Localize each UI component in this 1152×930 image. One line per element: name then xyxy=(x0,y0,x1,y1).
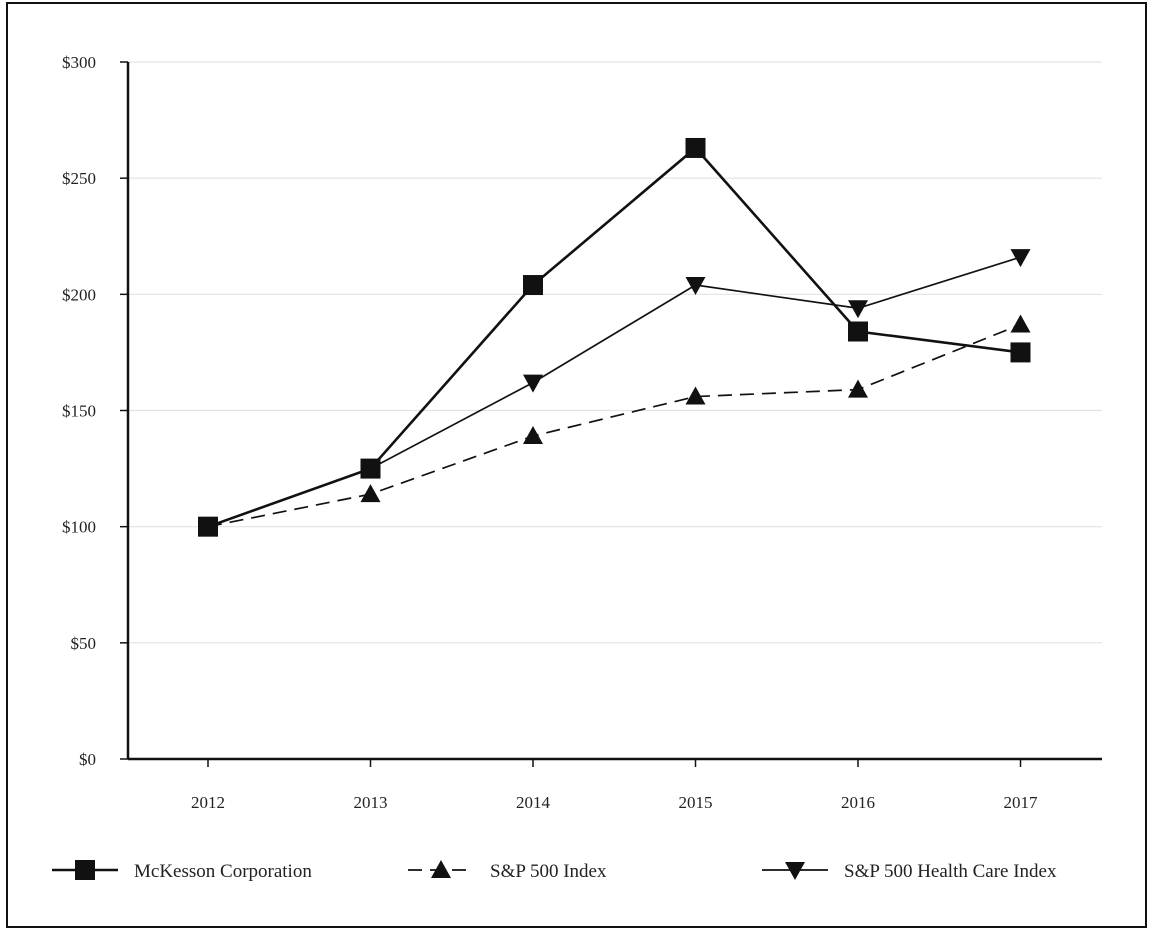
x-tick-label: 2015 xyxy=(679,793,713,812)
x-tick-label: 2013 xyxy=(354,793,388,812)
legend: McKesson Corporation S&P 500 Index S&P 500… xyxy=(52,860,1057,882)
x-tick-label: 2014 xyxy=(516,793,551,812)
x-tick-label: 2012 xyxy=(191,793,225,812)
data-point-series-3 xyxy=(1010,249,1031,268)
x-tick-label: 2016 xyxy=(841,793,875,812)
y-tick-label: $250 xyxy=(62,169,96,188)
y-tick-label: $300 xyxy=(62,53,96,72)
x-tick-label: 2017 xyxy=(1004,793,1039,812)
legend-item: S&P 500 Health Care Index xyxy=(762,861,1057,882)
legend-item: McKesson Corporation xyxy=(52,860,312,882)
data-point-series-1 xyxy=(685,137,706,158)
data-point-series-3 xyxy=(523,374,543,393)
axes: $0 $50 $100 $150 $200 $250 $300 2012 2013 2014 201… xyxy=(62,53,1102,812)
data-point-series-3 xyxy=(848,300,868,319)
y-tick-label: $150 xyxy=(62,402,96,421)
data-point-series-2 xyxy=(848,379,868,398)
data-point-series-2 xyxy=(360,484,381,503)
series-line-1 xyxy=(207,146,1021,528)
chart-frame xyxy=(6,2,1147,928)
data-point-series-1 xyxy=(360,458,381,479)
data-point-series-1 xyxy=(1010,342,1031,363)
legend-marker xyxy=(75,860,95,880)
legend-label: S&P 500 Health Care Index xyxy=(844,861,1057,882)
series-line-3 xyxy=(207,256,1021,528)
series-line-2 xyxy=(207,323,1021,528)
data-point-series-3 xyxy=(685,277,706,296)
data-point-series-2 xyxy=(1010,314,1031,333)
y-tick-label: $100 xyxy=(62,518,96,537)
legend-marker xyxy=(785,862,805,880)
y-tick-label: $200 xyxy=(62,285,96,304)
y-tick-label: $50 xyxy=(71,634,97,653)
y-tick-label: $0 xyxy=(79,750,96,769)
legend-label: S&P 500 Index xyxy=(490,861,607,882)
legend-item: S&P 500 Index xyxy=(408,860,607,882)
legend-marker xyxy=(431,860,451,878)
data-point-series-1 xyxy=(198,516,218,537)
legend-label: McKesson Corporation xyxy=(134,861,312,882)
data-point-series-1 xyxy=(848,321,868,342)
series-lines xyxy=(198,137,1031,537)
data-point-series-2 xyxy=(523,426,543,445)
data-point-series-1 xyxy=(523,275,543,296)
gridlines xyxy=(128,61,1102,644)
data-point-series-2 xyxy=(685,386,706,405)
